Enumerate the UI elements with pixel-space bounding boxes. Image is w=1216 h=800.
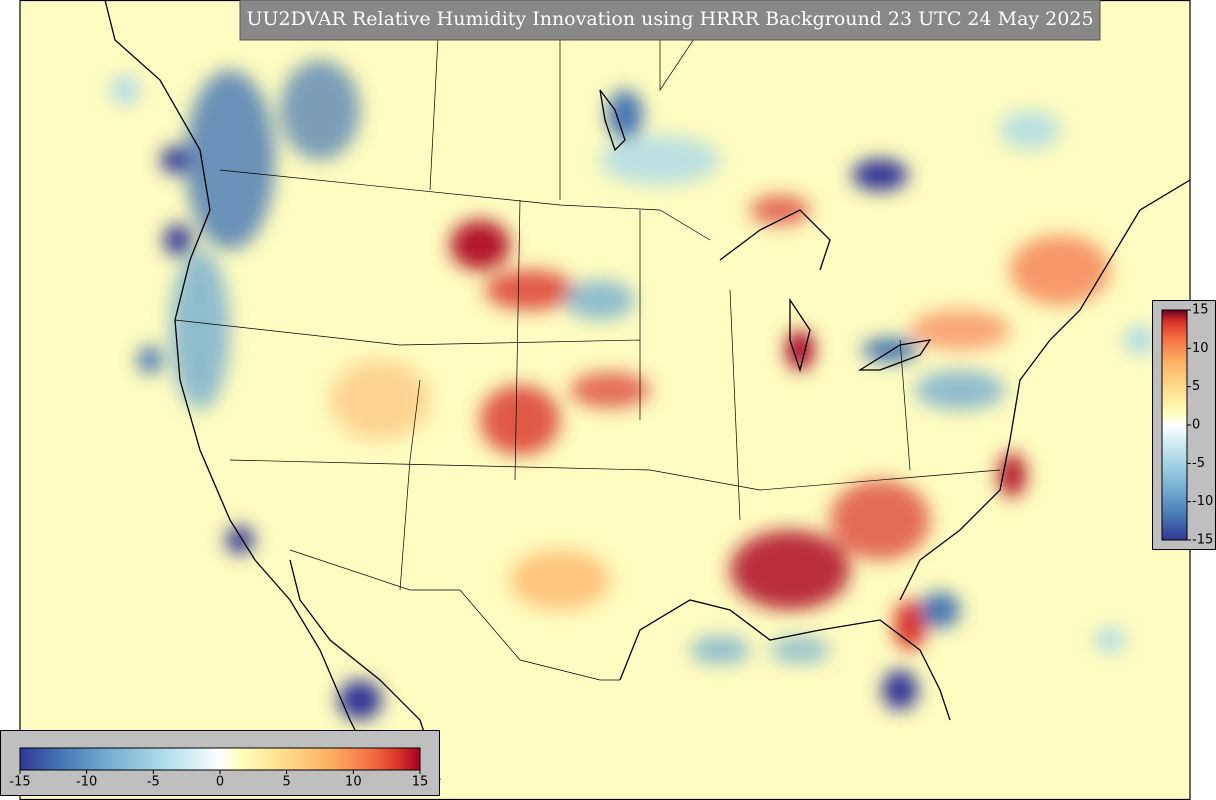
colorbar-tick-label: 10: [1192, 341, 1209, 356]
colorbar-tick-label: 0: [1192, 418, 1200, 433]
colorbar: [19, 747, 421, 771]
title-box: [239, 0, 1101, 41]
colorbar-tick-label: 5: [283, 775, 291, 790]
colorbar-tick-label: 15: [412, 775, 429, 790]
colorbar-bottom: -15 -10 -5 0 5 10 15: [0, 730, 440, 796]
colorbar-tick-label: 5: [1192, 379, 1200, 394]
field-blobs: [111, 60, 1156, 720]
colorbar-tick-label: 15: [1192, 303, 1209, 318]
colorbar: [1161, 309, 1188, 541]
colorbar-tick-label: -10: [76, 775, 97, 790]
colorbar-tick-label: -5: [147, 775, 160, 790]
colorbar-tick-label: 0: [216, 775, 224, 790]
colorbar-tick-label: -15: [1192, 533, 1213, 548]
colorbar-right: 15 10 5 0 -5 -10 -15: [1152, 300, 1216, 550]
colorbar-tick-label: -15: [9, 775, 30, 790]
innovation-field: [20, 0, 1190, 800]
colorbar-tick-label: -10: [1192, 494, 1213, 509]
colorbar-tick-label: -5: [1192, 456, 1205, 471]
map-title: UU2DVAR Relative Humidity Innovation usi…: [246, 8, 1093, 30]
colorbar-tick-label: 10: [345, 775, 362, 790]
